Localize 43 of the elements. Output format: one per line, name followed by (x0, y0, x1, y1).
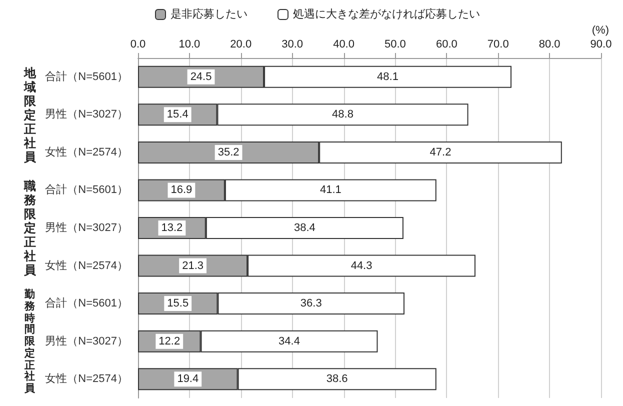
legend-label: 処遇に大きな差がなければ応募したい (293, 8, 480, 20)
data-label: 12.2 (158, 335, 180, 348)
data-label: 21.3 (182, 260, 204, 272)
data-label: 15.4 (166, 108, 188, 121)
data-label: 36.3 (300, 298, 322, 310)
data-label: 44.3 (350, 260, 372, 272)
x-axis-title: (%) (592, 24, 609, 36)
y-tick-label: 男性（N=3027） (45, 222, 128, 234)
data-label: 48.8 (332, 108, 354, 121)
x-tick-label: 10.0 (178, 38, 200, 50)
text: 勤務時間限定正社員 (24, 288, 36, 394)
x-tick-label: 40.0 (333, 38, 354, 50)
x-tick-label: 90.0 (590, 38, 612, 50)
data-label: 48.1 (377, 70, 398, 83)
data-label: 15.5 (167, 298, 189, 310)
y-tick-label: 合計（N=5601） (45, 183, 128, 196)
y-tick-label: 男性（N=3027） (45, 108, 128, 121)
x-tick-label: 30.0 (282, 38, 304, 50)
x-tick-label: 50.0 (384, 38, 406, 50)
data-label: 38.6 (326, 373, 348, 386)
x-tick-label: 20.0 (230, 38, 252, 50)
y-tick-label: 女性（N=2574） (45, 146, 128, 158)
data-label: 47.2 (430, 146, 452, 158)
text: 地域限定正社員 (22, 66, 37, 164)
y-tick-label: 合計（N=5601） (45, 296, 128, 310)
data-label: 35.2 (218, 146, 240, 158)
y-tick-label: 女性（N=2574） (45, 260, 128, 272)
data-label: 13.2 (161, 222, 183, 234)
x-tick-label: 60.0 (436, 38, 458, 50)
data-label: 41.1 (320, 184, 342, 196)
y-tick-label: 男性（N=3027） (45, 335, 128, 348)
data-label: 16.9 (170, 184, 192, 196)
data-label: 38.4 (294, 222, 316, 234)
data-label: 24.5 (190, 70, 212, 83)
data-label: 34.4 (278, 335, 300, 348)
y-tick-label: 合計（N=5601） (45, 70, 128, 83)
legend-label: 是非応募したい (170, 8, 248, 20)
data-label: 19.4 (177, 373, 199, 386)
x-tick-label: 70.0 (487, 38, 509, 50)
y-tick-label: 女性（N=2574） (45, 373, 128, 386)
x-tick-label: 80.0 (538, 38, 560, 50)
x-tick-label: 0.0 (130, 38, 146, 50)
text: 職務限定正社員 (22, 179, 37, 277)
